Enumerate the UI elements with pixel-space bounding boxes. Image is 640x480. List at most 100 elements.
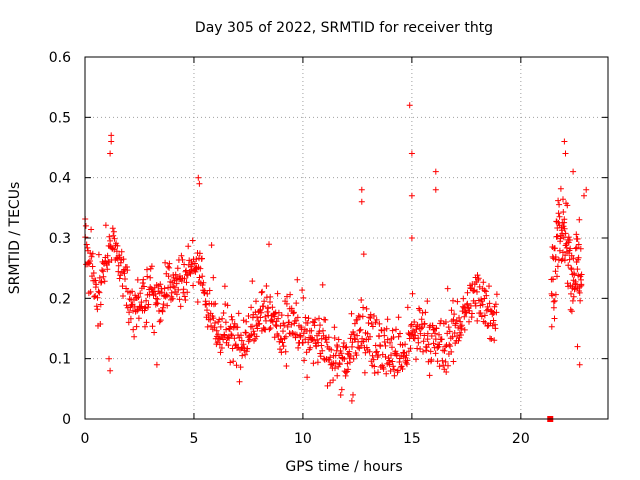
data-point [381,332,388,339]
data-point [260,303,267,310]
data-point [314,336,321,343]
data-point [277,322,284,329]
data-point [121,270,128,277]
data-point [107,237,114,244]
data-point [492,301,499,308]
data-point [131,333,138,340]
data-point [552,245,558,252]
data-point [258,309,265,316]
data-point [461,326,468,333]
data-point [160,301,167,308]
data-point [212,300,219,307]
data-point [165,273,172,280]
data-point [549,292,556,299]
data-point [452,320,459,327]
data-point [91,293,98,300]
data-point [143,319,150,326]
data-point [368,320,375,327]
data-point [434,344,441,351]
data-point [566,256,573,263]
data-point [316,315,322,322]
data-point [275,315,282,322]
data-point [110,232,117,239]
data-point [391,366,397,373]
data-point [464,289,471,296]
data-point [263,283,270,289]
data-point [175,286,182,293]
data-point [577,297,584,304]
data-point [124,304,131,311]
data-point [94,306,101,313]
data-point [227,359,234,366]
data-point [278,349,285,356]
data-point [284,293,290,300]
data-point [574,266,581,273]
data-point [331,324,338,331]
data-point [181,293,188,300]
data-point [555,197,562,204]
data-point [354,332,361,339]
data-point [474,288,480,295]
data-point [215,331,222,338]
data-point [575,254,582,261]
data-point [190,282,197,289]
data-point [245,313,252,319]
data-point [373,348,380,355]
data-point [162,259,169,266]
data-point [226,335,233,342]
data-point [113,255,120,261]
data-point [185,243,192,250]
data-point [290,309,297,316]
data-point [446,341,453,348]
data-point [389,344,395,351]
x-axis-label: GPS time / hours [285,459,402,475]
data-point [272,322,279,328]
data-point [96,289,103,296]
data-point [491,337,498,344]
data-point [441,347,448,354]
data-point [277,346,283,353]
data-point [576,216,583,223]
data-point [550,276,557,283]
data-point [160,304,166,311]
data-point [566,237,573,243]
y-tick-label: 0.4 [49,171,71,187]
data-point [222,319,229,326]
data-point [387,368,394,374]
data-point [466,318,472,325]
data-point [93,281,100,288]
data-point [213,327,220,334]
data-point [349,339,356,346]
data-point [551,315,558,322]
data-point [481,287,488,294]
data-point [118,248,125,255]
data-point [97,301,104,308]
data-point [409,290,416,297]
data-point [243,329,249,336]
data-point [424,330,431,337]
data-point [570,168,577,175]
data-point [293,331,300,338]
data-point [380,366,387,372]
data-point [239,352,246,359]
data-point [290,310,297,317]
data-point [278,312,285,319]
data-point [208,322,215,329]
data-point [575,241,582,248]
data-point [448,307,455,314]
data-point [485,306,492,313]
data-point [229,316,236,323]
data-point [233,362,240,369]
data-point [344,360,351,367]
data-point [163,291,170,298]
data-point [313,343,320,350]
data-point [447,343,454,350]
data-point [399,366,406,372]
data-point [417,330,424,337]
data-point [331,335,338,341]
data-point [230,358,237,365]
data-point [138,303,145,310]
data-point [369,352,376,359]
data-point [455,337,462,344]
